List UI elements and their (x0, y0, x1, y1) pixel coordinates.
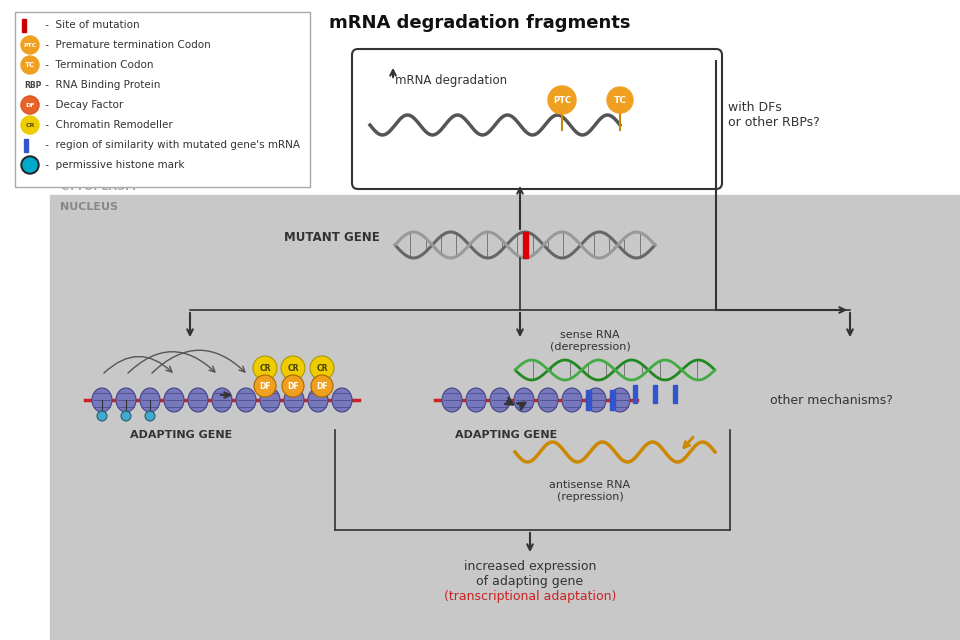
Text: TC: TC (613, 95, 627, 104)
Bar (523, 232, 528, 258)
Text: -  Premature termination Codon: - Premature termination Codon (42, 40, 211, 50)
Ellipse shape (140, 388, 160, 412)
Circle shape (21, 96, 39, 114)
Text: -  Site of mutation: - Site of mutation (42, 20, 139, 30)
Text: CYTOPLASM: CYTOPLASM (60, 182, 136, 192)
Text: mRNA degradation: mRNA degradation (395, 74, 507, 86)
Text: of adapting gene: of adapting gene (476, 575, 584, 588)
Circle shape (607, 87, 633, 113)
Text: -  Chromatin Remodeller: - Chromatin Remodeller (42, 120, 173, 130)
Text: DF: DF (287, 381, 299, 390)
Ellipse shape (610, 388, 630, 412)
Bar (653, 385, 657, 403)
Text: -  permissive histone mark: - permissive histone mark (42, 160, 184, 170)
Text: sense RNA
(derepression): sense RNA (derepression) (550, 330, 631, 352)
Text: increased expression: increased expression (464, 560, 596, 573)
Circle shape (253, 356, 277, 380)
Circle shape (311, 375, 333, 397)
Text: TC: TC (25, 62, 36, 68)
Text: PTC: PTC (23, 42, 36, 47)
Circle shape (21, 96, 39, 114)
Text: -  RNA Binding Protein: - RNA Binding Protein (42, 80, 160, 90)
Circle shape (310, 356, 334, 380)
Circle shape (121, 411, 131, 421)
Circle shape (97, 411, 107, 421)
Text: with DFs
or other RBPs?: with DFs or other RBPs? (728, 101, 820, 129)
Text: CR: CR (25, 122, 35, 127)
Circle shape (281, 356, 305, 380)
Ellipse shape (332, 388, 352, 412)
Circle shape (145, 411, 155, 421)
Text: -  Termination Codon: - Termination Codon (42, 60, 154, 70)
Ellipse shape (212, 388, 232, 412)
Ellipse shape (164, 388, 184, 412)
Ellipse shape (586, 388, 606, 412)
Text: NUCLEUS: NUCLEUS (60, 202, 118, 212)
Bar (15, 12, 310, 187)
Bar (586, 390, 591, 410)
Circle shape (21, 56, 39, 74)
Circle shape (282, 375, 304, 397)
Text: mRNA degradation fragments: mRNA degradation fragments (329, 14, 631, 32)
Ellipse shape (442, 388, 462, 412)
Ellipse shape (538, 388, 558, 412)
Text: RBP: RBP (24, 81, 41, 90)
Text: ADAPTING GENE: ADAPTING GENE (130, 430, 232, 440)
Ellipse shape (490, 388, 510, 412)
Circle shape (21, 36, 39, 54)
Ellipse shape (466, 388, 486, 412)
Bar (633, 385, 637, 403)
Ellipse shape (116, 388, 136, 412)
Ellipse shape (562, 388, 582, 412)
Ellipse shape (92, 388, 112, 412)
Ellipse shape (308, 388, 328, 412)
Ellipse shape (284, 388, 304, 412)
Text: DF: DF (25, 102, 35, 108)
Bar (22, 19, 26, 32)
Ellipse shape (260, 388, 280, 412)
Circle shape (21, 156, 39, 174)
Bar (673, 385, 677, 403)
Circle shape (21, 116, 39, 134)
Text: -  region of similarity with mutated gene's mRNA: - region of similarity with mutated gene… (42, 140, 300, 150)
Text: antisense RNA
(repression): antisense RNA (repression) (549, 480, 631, 502)
Bar (610, 390, 615, 410)
Circle shape (23, 158, 37, 172)
Bar (24, 139, 28, 152)
Text: CR: CR (316, 364, 327, 372)
Text: DF: DF (316, 381, 327, 390)
Ellipse shape (236, 388, 256, 412)
Text: (transcriptional adaptation): (transcriptional adaptation) (444, 590, 616, 603)
Text: DF: DF (259, 381, 271, 390)
Text: CR: CR (259, 364, 271, 372)
Text: -  Decay Factor: - Decay Factor (42, 100, 123, 110)
Text: PTC: PTC (553, 95, 571, 104)
Text: other mechanisms?: other mechanisms? (770, 394, 893, 406)
Text: CR: CR (287, 364, 299, 372)
Ellipse shape (188, 388, 208, 412)
Text: MUTANT GENE: MUTANT GENE (284, 230, 380, 243)
Bar (50, 195, 960, 640)
Circle shape (548, 86, 576, 114)
Circle shape (254, 375, 276, 397)
Text: ADAPTING GENE: ADAPTING GENE (455, 430, 557, 440)
Ellipse shape (514, 388, 534, 412)
